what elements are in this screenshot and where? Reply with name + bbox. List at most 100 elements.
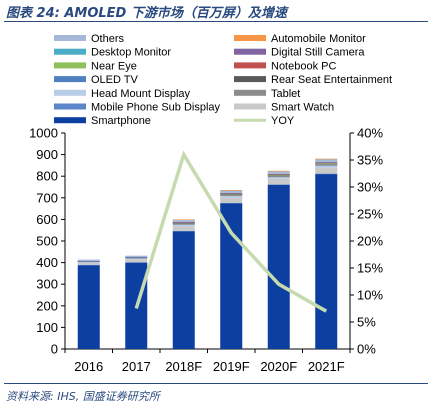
y2-tick-label: 10% bbox=[357, 288, 383, 303]
bar-segment bbox=[77, 260, 100, 262]
y-tick-label: 600 bbox=[36, 212, 58, 227]
bar-segment bbox=[267, 184, 290, 186]
bar-segment bbox=[315, 163, 338, 164]
bar-segment bbox=[172, 221, 195, 223]
bar-segment bbox=[77, 265, 100, 349]
bar-segment bbox=[220, 190, 243, 193]
legend-swatch bbox=[54, 89, 86, 96]
y-tick-label: 500 bbox=[36, 234, 58, 249]
bar-segment bbox=[125, 258, 148, 260]
bar-segment bbox=[267, 171, 290, 174]
x-tick-label: 2018F bbox=[165, 359, 202, 374]
bar-segment bbox=[220, 202, 243, 204]
legend-label: Smartphone bbox=[91, 115, 151, 127]
bar-segment bbox=[125, 255, 148, 257]
y2-tick-label: 5% bbox=[357, 315, 376, 330]
y-tick-label: 900 bbox=[36, 147, 58, 162]
legend-swatch bbox=[54, 117, 86, 124]
legend-swatch bbox=[54, 48, 86, 55]
legend-label: Digital Still Camera bbox=[271, 47, 365, 59]
legend-swatch bbox=[234, 48, 266, 55]
legend-label: OLED TV bbox=[91, 74, 139, 86]
bar-segment bbox=[315, 158, 338, 162]
bar-segment bbox=[172, 223, 195, 225]
bar-segment bbox=[267, 173, 290, 175]
bar-segment bbox=[220, 190, 243, 191]
bar-segment bbox=[125, 257, 148, 259]
legend-label: Rear Seat Entertainment bbox=[271, 74, 392, 86]
footer-divider bbox=[4, 383, 428, 384]
y-tick-label: 400 bbox=[36, 255, 58, 270]
bar-segment bbox=[315, 174, 338, 349]
bar-segment bbox=[77, 262, 100, 263]
x-tick-label: 2016 bbox=[74, 359, 103, 374]
legend-label: Automobile Monitor bbox=[271, 33, 366, 45]
bar-segment bbox=[220, 196, 243, 198]
legend-swatch bbox=[54, 35, 86, 41]
y2-tick-label: 20% bbox=[357, 234, 383, 249]
legend-label: Notebook PC bbox=[271, 60, 336, 72]
y-tick-label: 0 bbox=[51, 342, 58, 357]
bar-segment bbox=[77, 264, 100, 266]
bar-segment bbox=[267, 178, 290, 185]
legend-swatch bbox=[234, 89, 266, 96]
y-tick-label: 300 bbox=[36, 277, 58, 292]
legend-swatch bbox=[54, 62, 86, 69]
bar-segment bbox=[172, 222, 195, 224]
bar-segment bbox=[315, 167, 338, 174]
amoled-chart: 0 100 200 300 400 500 600 700 800 900 1000 0% 5% 10% 1… bbox=[29, 33, 392, 374]
x-tick-label: 2021F bbox=[308, 359, 345, 374]
bar-segment bbox=[315, 165, 338, 168]
legend-label: Others bbox=[91, 33, 125, 45]
y-tick-label: 800 bbox=[36, 169, 58, 184]
legend-swatch bbox=[234, 62, 266, 69]
y2-tick-label: 0% bbox=[357, 342, 376, 357]
y2-tick-label: 25% bbox=[357, 207, 383, 222]
legend-swatch bbox=[54, 103, 86, 110]
legend-label: Mobile Phone Sub Display bbox=[91, 102, 221, 114]
bar-segment bbox=[220, 193, 243, 195]
bar-segment bbox=[220, 197, 243, 203]
chart-title: 图表 24: AMOLED 下游市场（百万屏）及增速 bbox=[6, 6, 287, 21]
source-note: 资料来源: IHS, 国盛证券研究所 bbox=[6, 390, 160, 403]
bar-segment bbox=[315, 158, 338, 160]
bar-segment bbox=[125, 259, 148, 263]
bar-segment bbox=[315, 161, 338, 163]
legend-label: Near Eye bbox=[91, 60, 137, 72]
yoy-line bbox=[134, 150, 328, 313]
legend-label: YOY bbox=[271, 115, 295, 127]
bar-segment bbox=[267, 175, 290, 176]
y-tick-label: 100 bbox=[36, 320, 58, 335]
bar-segment bbox=[267, 175, 290, 178]
bar-segment bbox=[125, 262, 148, 263]
bar-segment bbox=[267, 170, 290, 172]
x-tick-label: 2019F bbox=[213, 359, 250, 374]
bar-segment bbox=[315, 162, 338, 164]
bar-segment bbox=[77, 259, 100, 261]
bar-segment bbox=[77, 262, 100, 265]
x-tick-label: 2017 bbox=[122, 359, 151, 374]
bar-segment bbox=[267, 184, 290, 349]
bar-segment bbox=[220, 203, 243, 349]
bar-segment bbox=[172, 226, 195, 231]
bar-segment bbox=[220, 193, 243, 195]
y-tick-label: 1000 bbox=[29, 126, 58, 141]
title-divider bbox=[4, 21, 428, 22]
bar-segment bbox=[267, 177, 290, 179]
y2-tick-label: 30% bbox=[357, 180, 383, 195]
y-tick-label: 700 bbox=[36, 190, 58, 205]
bar-segment bbox=[315, 173, 338, 175]
bar-segment bbox=[172, 231, 195, 349]
x-tick-label: 2020F bbox=[260, 359, 297, 374]
bar-segment bbox=[315, 164, 338, 166]
bar-segment bbox=[220, 194, 243, 197]
legend-swatch bbox=[234, 103, 266, 110]
legend-swatch bbox=[234, 35, 266, 41]
y-tick-label: 200 bbox=[36, 298, 58, 313]
bar-segment bbox=[267, 174, 290, 176]
legend-label: Smart Watch bbox=[271, 102, 334, 114]
legend-swatch bbox=[54, 76, 86, 83]
legend-swatch bbox=[234, 76, 266, 83]
y2-tick-label: 15% bbox=[357, 261, 383, 276]
bar-segment bbox=[125, 256, 148, 258]
